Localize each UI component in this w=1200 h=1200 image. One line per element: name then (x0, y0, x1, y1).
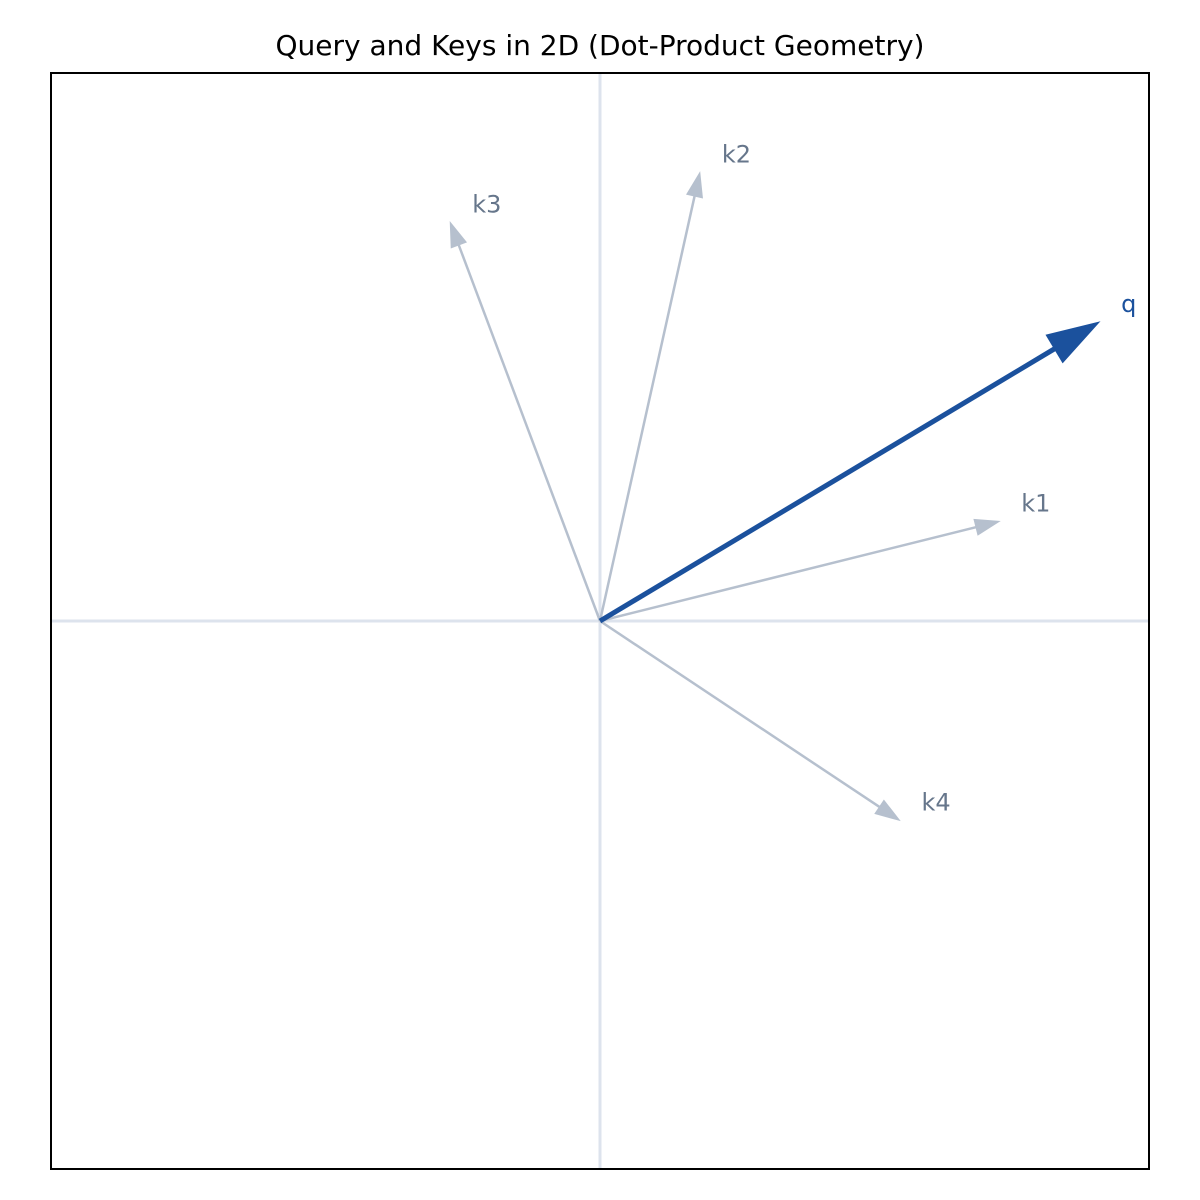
vector-k4-arrowhead (874, 799, 901, 822)
vector-q-shaft (598, 346, 1056, 624)
vector-k4: k4 (599, 619, 951, 822)
vector-k4-label: k4 (921, 788, 950, 816)
vector-k2-arrowhead (686, 171, 703, 199)
plot-frame (50, 72, 1150, 1170)
vector-q-label: q (1121, 290, 1136, 318)
vector-k1-shaft (599, 525, 977, 623)
vector-k1: k1 (599, 489, 1050, 623)
vector-k3: k3 (449, 190, 602, 622)
vector-k2-shaft (598, 195, 696, 622)
vector-q-arrowhead (1045, 321, 1101, 364)
vector-k2: k2 (598, 141, 751, 622)
vector-k2-label: k2 (722, 141, 751, 169)
vector-q: q (598, 290, 1136, 624)
vector-k4-shaft (599, 619, 881, 809)
vector-k3-label: k3 (472, 190, 501, 218)
plot-area: k1 k2 k3 k4 q (51, 73, 1149, 1169)
vector-k3-arrowhead (449, 220, 468, 249)
chart-title: Query and Keys in 2D (Dot-Product Geomet… (276, 29, 925, 62)
vector-k1-arrowhead (973, 518, 1001, 536)
vector-k1-label: k1 (1021, 489, 1050, 517)
vector-k3-shaft (457, 244, 602, 622)
